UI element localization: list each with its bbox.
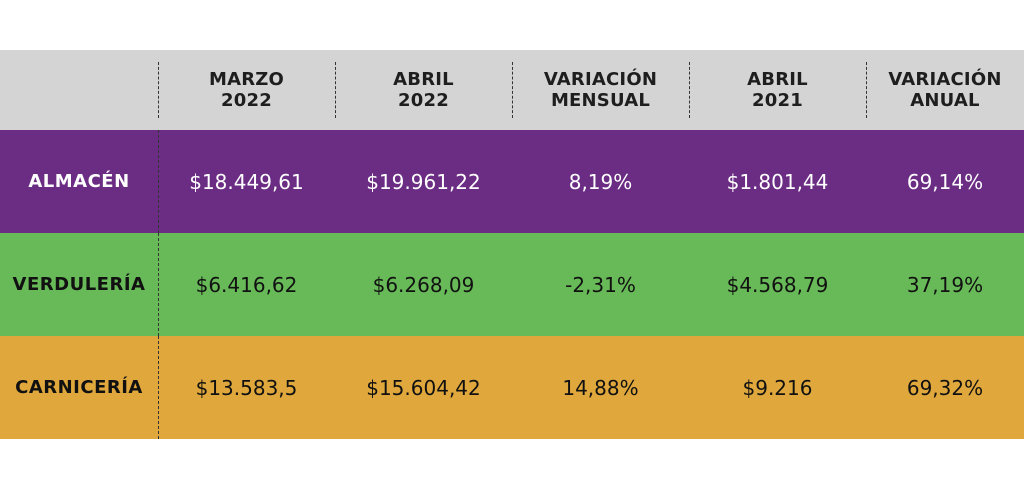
table-cell: $9.216 <box>742 375 813 400</box>
table-row-carniceria: CARNICERÍA $13.583,5 $15.604,42 14,88% $… <box>0 336 1024 439</box>
header-abril-2022: ABRIL 2022 <box>335 50 512 130</box>
header-variacion-mensual: VARIACIÓN MENSUAL <box>512 50 689 130</box>
price-table: MARZO 2022 ABRIL 2022 VARIACIÓN MENSUAL … <box>0 50 1024 439</box>
table-cell: $15.604,42 <box>366 375 481 400</box>
table-cell: $1.801,44 <box>726 169 829 194</box>
header-line: 2022 <box>398 90 449 111</box>
table-cell: $6.416,62 <box>158 233 335 336</box>
header-abril-2021: ABRIL 2021 <box>689 50 866 130</box>
table-header-row: MARZO 2022 ABRIL 2022 VARIACIÓN MENSUAL … <box>0 50 1024 130</box>
table-cell: 37,19% <box>906 272 984 297</box>
header-variacion-anual: VARIACIÓN ANUAL <box>866 50 1024 130</box>
header-marzo-2022: MARZO 2022 <box>158 50 335 130</box>
header-line: MARZO <box>208 69 285 90</box>
table-cell: $13.583,5 <box>158 336 335 439</box>
header-line: ABRIL <box>393 69 454 90</box>
table-cell: 69,14% <box>906 169 984 194</box>
header-empty-cell <box>0 50 158 130</box>
header-line: VARIACIÓN <box>888 69 1002 90</box>
header-line: 2021 <box>752 90 803 111</box>
table-cell: $4.568,79 <box>726 272 829 297</box>
header-line: ANUAL <box>910 90 980 111</box>
table-cell: 14,88% <box>562 375 639 400</box>
header-line: MENSUAL <box>550 90 651 111</box>
table-cell: 69,32% <box>906 375 984 400</box>
row-label: ALMACÉN <box>28 171 130 192</box>
table-cell: 8,19% <box>568 169 633 194</box>
table-cell: -2,31% <box>565 272 636 297</box>
table-row-almacen: ALMACÉN $18.449,61 $19.961,22 8,19% $1.8… <box>0 130 1024 233</box>
table-cell: $18.449,61 <box>158 130 335 233</box>
header-line: 2022 <box>221 90 272 111</box>
header-line: ABRIL <box>747 69 808 90</box>
table-cell: $6.268,09 <box>372 272 475 297</box>
table-cell: $19.961,22 <box>366 169 481 194</box>
header-line: VARIACIÓN <box>543 69 658 90</box>
row-label: VERDULERÍA <box>12 274 146 295</box>
row-label: CARNICERÍA <box>15 377 143 398</box>
table-row-verduleria: VERDULERÍA $6.416,62 $6.268,09 -2,31% $4… <box>0 233 1024 336</box>
